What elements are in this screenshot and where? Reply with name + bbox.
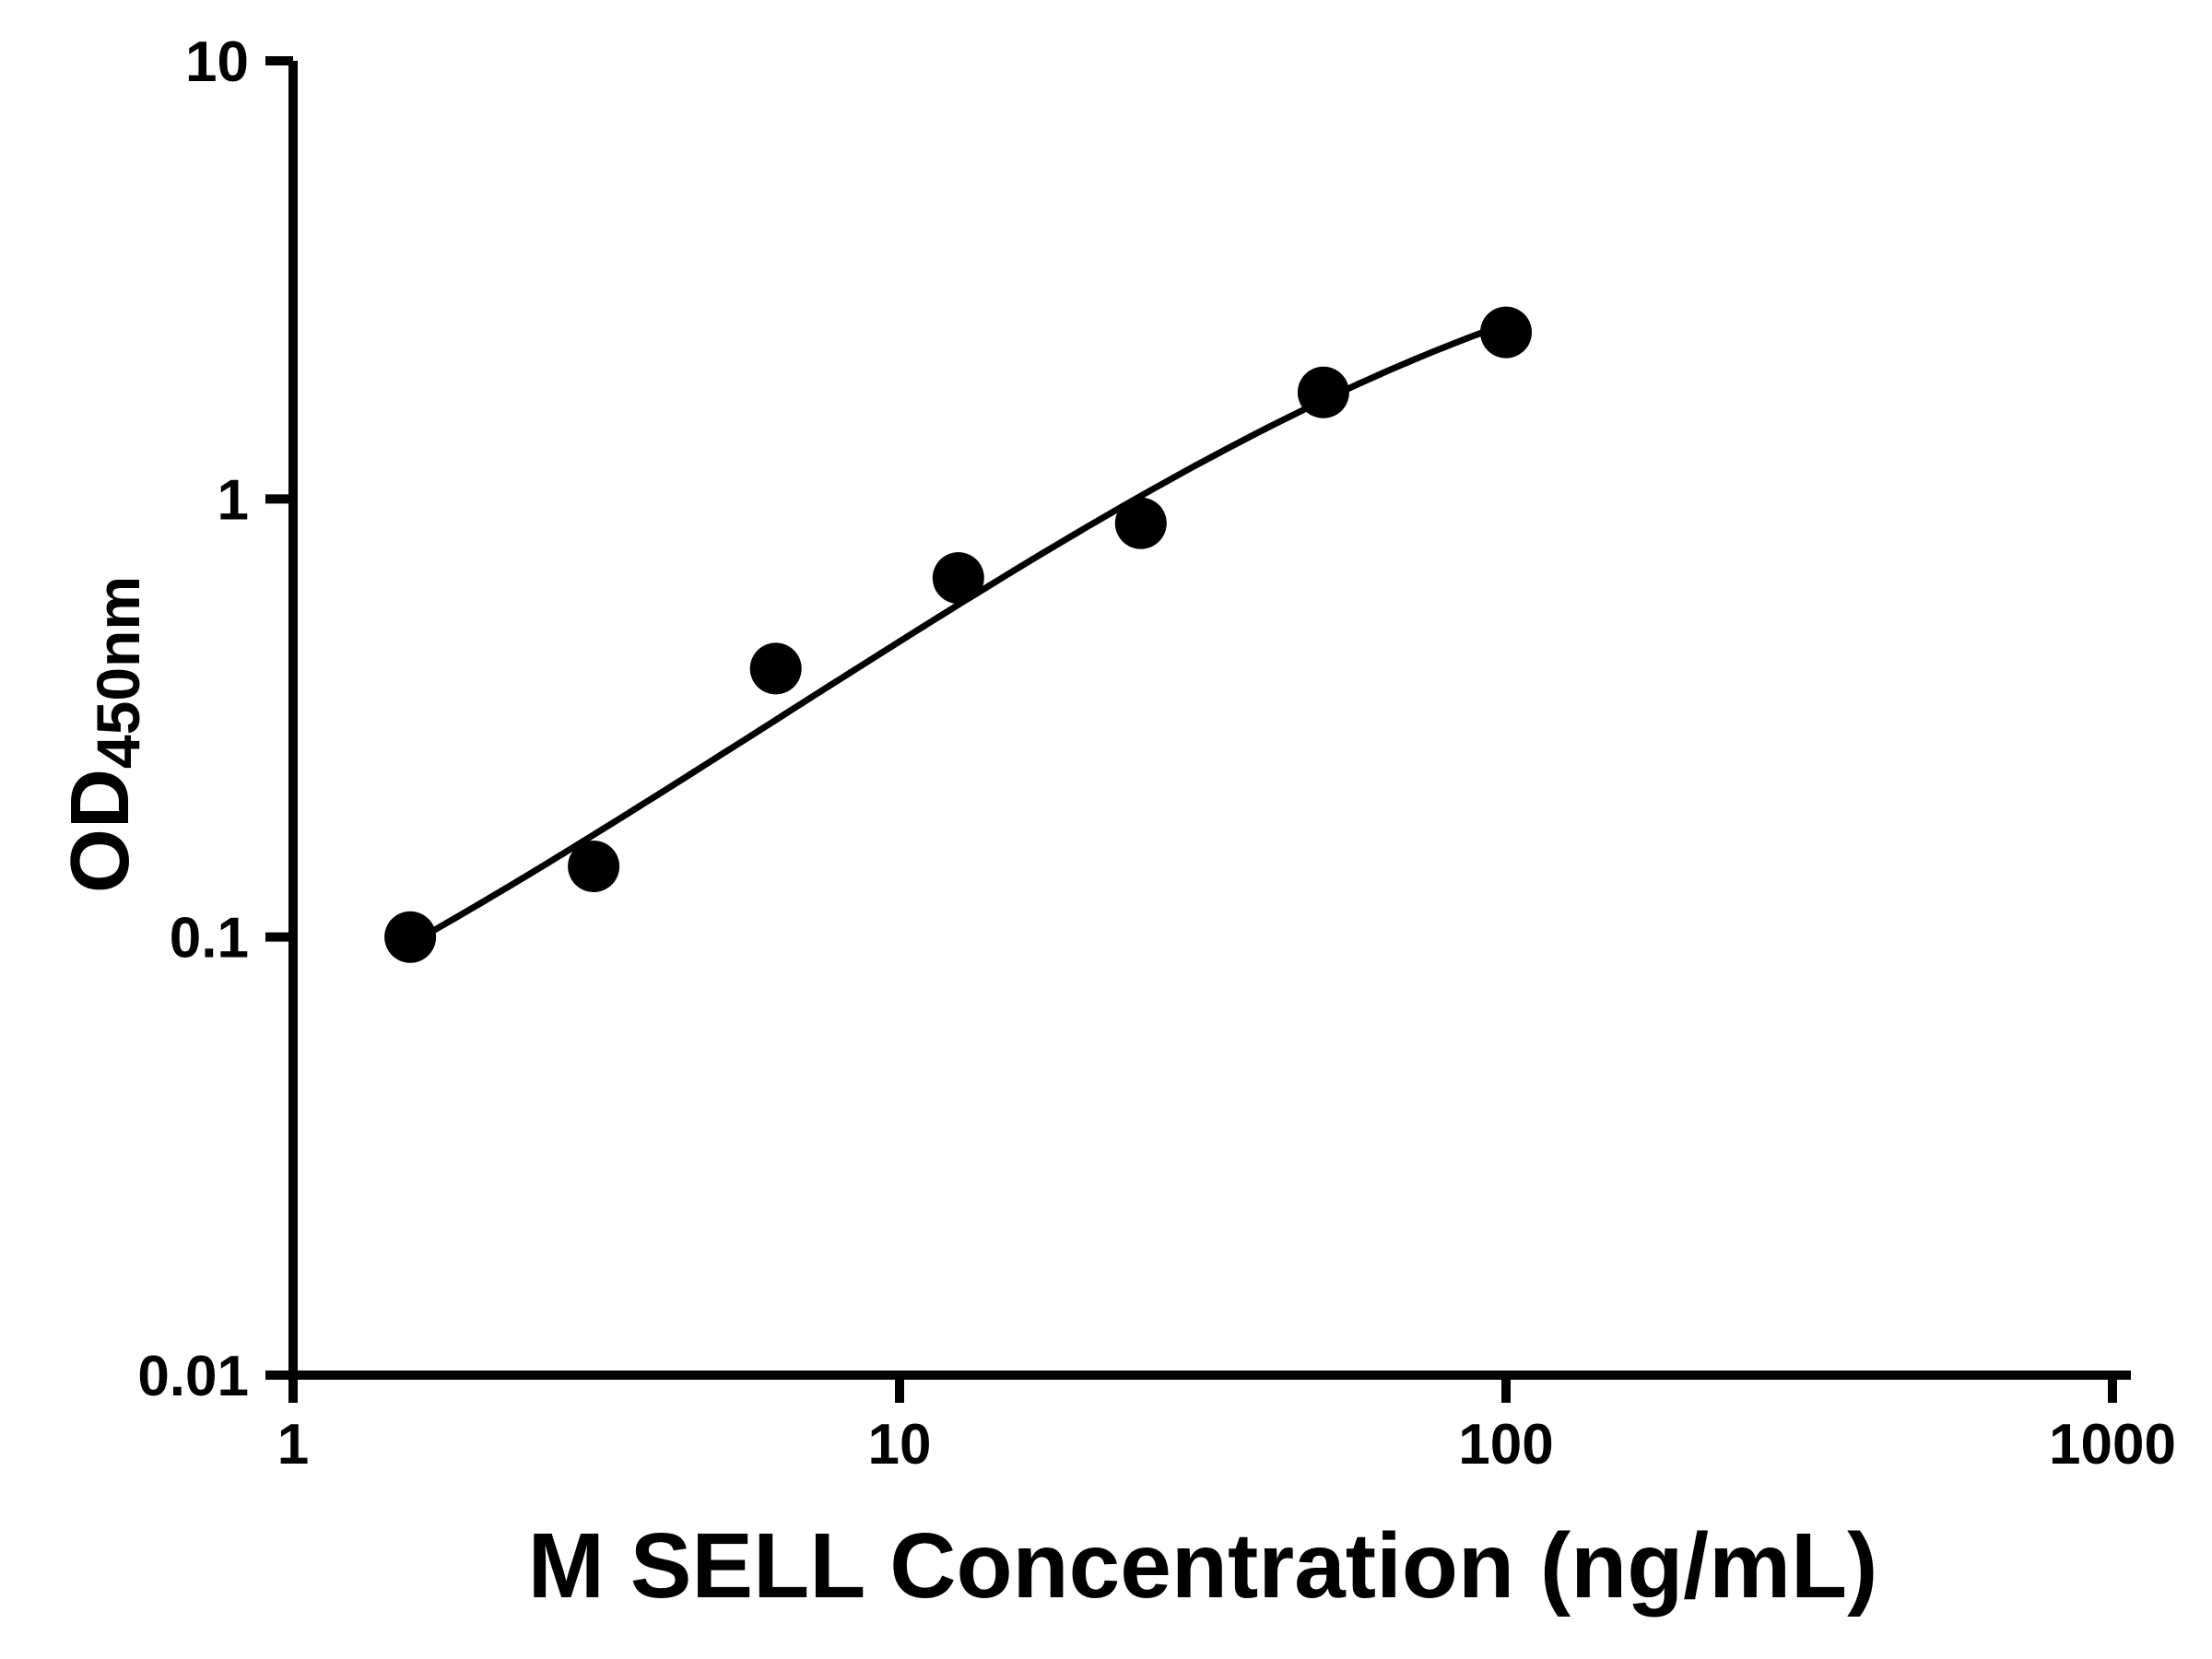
x-axis-tick-label: 100 [1458, 1413, 1553, 1477]
y-axis-title-sub: 450nm [83, 575, 152, 770]
x-axis-tick-label: 10 [868, 1413, 932, 1477]
x-axis-title: M SELL Concentration (ng/mL) [527, 1514, 1878, 1618]
y-axis-tick-label: 10 [185, 30, 249, 94]
y-axis-title: OD450nm [53, 576, 153, 893]
data-point [932, 552, 984, 605]
data-point [384, 911, 437, 963]
y-axis-tick-label: 0.01 [137, 1345, 249, 1408]
data-point [1114, 497, 1167, 549]
y-axis-tick-label: 0.1 [170, 907, 249, 971]
axes-line [288, 61, 2131, 1380]
y-axis-tick-label: 1 [218, 468, 249, 532]
x-axis-tick-label: 1000 [2049, 1413, 2176, 1477]
x-axis-tick-label: 1 [277, 1413, 309, 1477]
y-axis-title-main: OD [54, 769, 147, 894]
data-point [749, 642, 802, 695]
data-point [568, 841, 620, 892]
data-point [1480, 306, 1532, 359]
data-point [1297, 366, 1349, 418]
